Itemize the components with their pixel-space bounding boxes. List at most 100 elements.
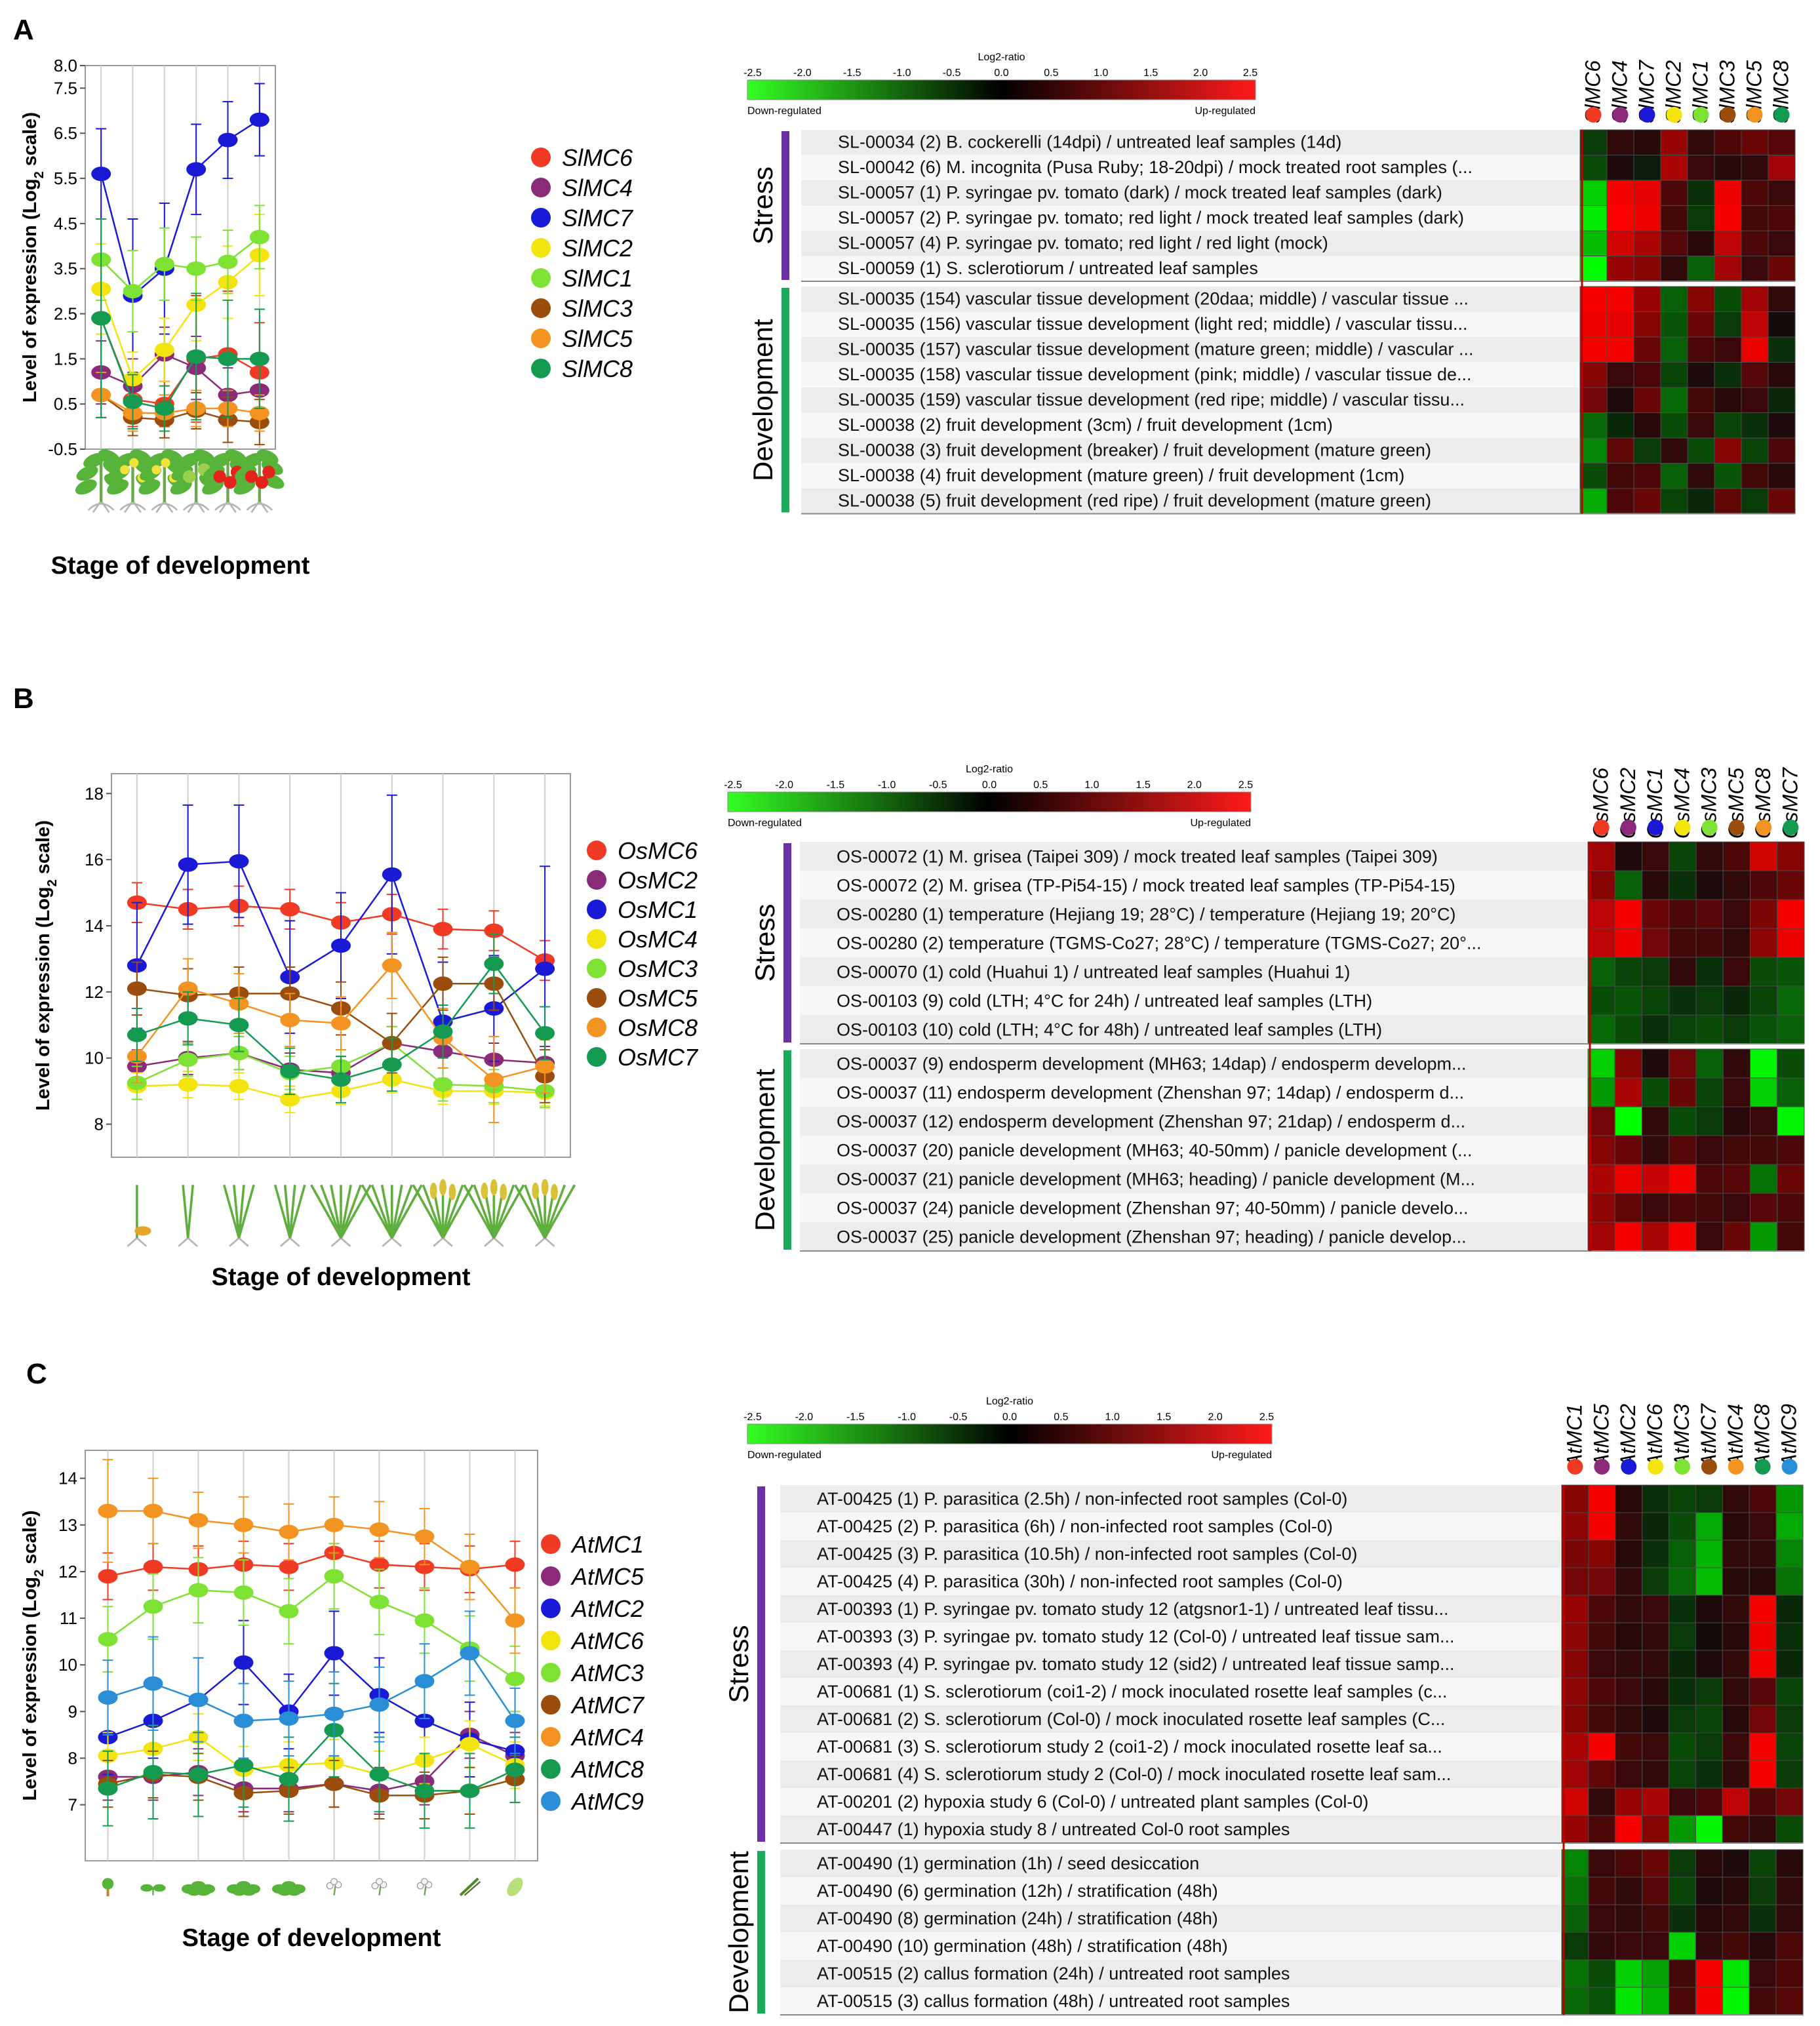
row-background <box>801 231 1579 256</box>
colorbar-tick: 0.5 <box>1044 68 1058 79</box>
heatmap-cell <box>1722 1760 1750 1789</box>
heatmap-cell <box>1775 1849 1804 1878</box>
y-tick-label: 2.5 <box>54 304 77 324</box>
y-axis-title-part: scale) <box>20 112 41 171</box>
row-label: AT-00201 (2) hypoxia study 6 (Col-0) / u… <box>817 1792 1368 1812</box>
data-point <box>279 1559 299 1574</box>
colorbar-tick: -1.5 <box>827 780 845 791</box>
heatmap-cell <box>1579 437 1608 464</box>
heatmap-cell <box>1714 362 1742 388</box>
heatmap-cell <box>1775 1904 1804 1933</box>
heatmap-cell <box>1587 1135 1615 1165</box>
heatmap-cell <box>1614 1106 1642 1136</box>
y-tick-label: 16 <box>85 850 104 869</box>
row-label: OS-00070 (1) cold (Huahui 1) / untreated… <box>837 963 1350 982</box>
row-background <box>800 900 1587 928</box>
heatmap-cell <box>1615 1904 1643 1933</box>
row-label: AT-00425 (2) P. parasitica (6h) / non-in… <box>817 1517 1333 1536</box>
y-tick-label: 13 <box>58 1515 77 1535</box>
data-point <box>505 1762 525 1778</box>
heatmap-cell <box>1669 870 1697 900</box>
heatmap-cell <box>1669 1014 1697 1044</box>
heatmap-cell <box>1722 1135 1751 1165</box>
heatmap-cell <box>1741 463 1769 489</box>
heatmap-cell <box>1642 1760 1670 1789</box>
heatmap-cell <box>1561 1512 1589 1541</box>
heatmap-cell <box>1588 1815 1616 1844</box>
icon-part <box>492 1184 525 1239</box>
colorbar-title: Log2-ratio <box>978 52 1025 63</box>
icon-part <box>170 479 192 495</box>
heatmap-cell <box>1614 870 1642 900</box>
icon-part <box>416 1882 424 1890</box>
row-background <box>800 957 1587 986</box>
legend-marker <box>541 1631 561 1650</box>
row-label: OS-00280 (2) temperature (TGMS-Co27; 28°… <box>837 934 1481 953</box>
data-point <box>414 1674 435 1689</box>
data-point <box>229 1079 249 1094</box>
heatmap-cell <box>1615 1705 1643 1734</box>
data-point <box>154 256 174 271</box>
heatmap-cell <box>1741 286 1769 312</box>
data-point <box>280 1063 300 1079</box>
heatmap-cell <box>1660 205 1688 231</box>
heatmap-cell <box>1775 1567 1804 1596</box>
heatmap-cell <box>1633 256 1661 282</box>
heatmap-cell <box>1669 1512 1696 1541</box>
heatmap-cell <box>1642 928 1670 958</box>
heatmap-cell <box>1669 1135 1697 1165</box>
icon-part <box>127 1237 148 1247</box>
heatmap-cell <box>1587 1014 1615 1044</box>
legend-label: AtMC4 <box>570 1724 644 1751</box>
heatmap-cell <box>1722 1815 1750 1844</box>
heatmap-cell <box>1749 1484 1777 1513</box>
heatmap-cell <box>1741 488 1769 514</box>
heatmap-cell <box>1615 1932 1643 1960</box>
heatmap-cell <box>1669 1877 1696 1905</box>
heatmap-cell <box>1588 1877 1616 1905</box>
heatmap-cell <box>1642 1048 1670 1079</box>
heatmap-cell <box>1642 1567 1670 1596</box>
data-point <box>279 1772 299 1787</box>
icon-part <box>98 449 120 465</box>
data-point <box>178 857 198 872</box>
y-tick-label: 12 <box>58 1562 77 1581</box>
stage-icon-3 <box>223 1184 255 1247</box>
heatmap-cell <box>1669 1705 1696 1734</box>
legend-marker <box>541 1663 561 1682</box>
heatmap-cell <box>1633 205 1661 231</box>
heatmap-cell <box>1714 336 1742 363</box>
heatmap-cell <box>1561 1787 1589 1816</box>
heatmap-cell <box>1722 1164 1751 1194</box>
y-axis-title: Level of expression (Log2 scale) <box>20 1510 47 1800</box>
legend-marker <box>541 1727 561 1747</box>
y-axis-title-part: Level of expression (Log <box>20 1577 41 1801</box>
data-point <box>505 1713 525 1728</box>
heatmap-cell <box>1642 1539 1670 1568</box>
heatmap-cell <box>1750 1048 1778 1079</box>
heatmap-cell <box>1588 1650 1616 1678</box>
heatmap-cell <box>1722 1932 1750 1960</box>
heatmap-cell <box>1749 1932 1777 1960</box>
y-axis-title-part: Level of expression (Log <box>20 178 41 403</box>
stage-icon-6 <box>233 449 285 513</box>
heatmap-cell <box>1587 985 1615 1016</box>
data-point <box>186 162 207 177</box>
data-point <box>433 1024 453 1039</box>
heatmap-cell <box>1669 985 1697 1016</box>
heatmap-cell <box>1741 336 1769 363</box>
column-marker <box>1754 1459 1771 1475</box>
icon-part <box>233 479 256 495</box>
heatmap-cell <box>1587 899 1615 929</box>
colorbar-down-label: Down-regulated <box>728 818 802 829</box>
column-marker <box>1720 107 1736 123</box>
heatmap-cell <box>1722 899 1751 929</box>
heatmap-cell <box>1695 1932 1723 1960</box>
heatmap-cell <box>1633 311 1661 338</box>
data-point <box>279 1711 299 1726</box>
heatmap-cell <box>1722 1567 1750 1596</box>
heatmap-cell <box>1768 205 1796 231</box>
colorbar-tick: 1.5 <box>1143 68 1158 79</box>
heatmap-cell <box>1695 1849 1723 1878</box>
heatmap-cell <box>1777 899 1805 929</box>
